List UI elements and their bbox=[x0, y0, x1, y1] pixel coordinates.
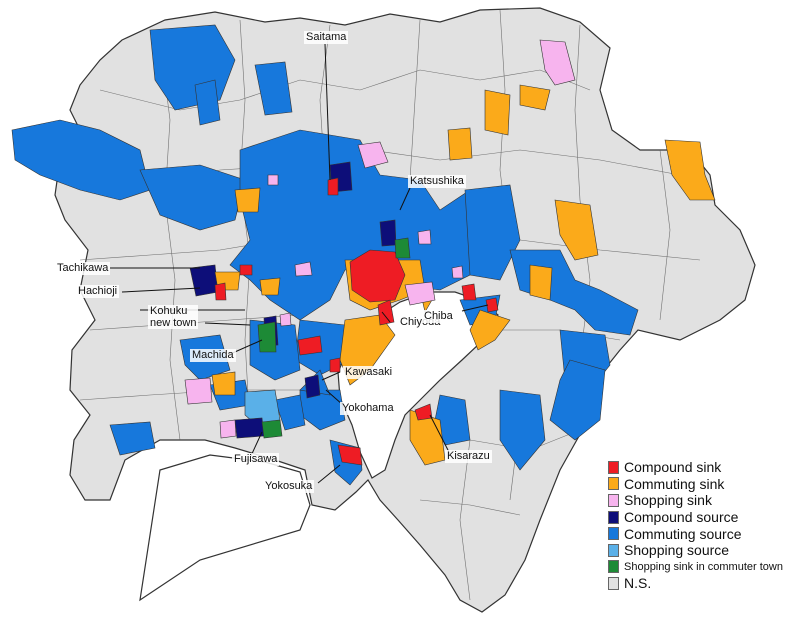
commuting-source-regions bbox=[11, 24, 639, 486]
legend-label: Shopping sink in commuter town bbox=[624, 560, 783, 573]
legend-item-commuting-sink: Commuting sink bbox=[608, 476, 798, 493]
legend-label: Commuting sink bbox=[624, 475, 725, 492]
legend-item-ns: N.S. bbox=[608, 575, 798, 592]
legend-item-commuting-source: Commuting source bbox=[608, 525, 798, 542]
label-katsushika: Katsushika bbox=[408, 175, 466, 188]
legend-label: N.S. bbox=[624, 575, 652, 592]
legend-label: Compound sink bbox=[624, 459, 722, 476]
label-saitama: Saitama bbox=[304, 31, 349, 44]
shopping-sink-regions bbox=[184, 39, 576, 439]
legend-swatch bbox=[608, 543, 619, 557]
label-kohuku-line2: new town bbox=[150, 317, 197, 329]
label-tachikawa: Tachikawa bbox=[55, 262, 111, 275]
label-hachioji: Hachioji bbox=[76, 285, 120, 298]
legend-label: Compound source bbox=[624, 509, 739, 526]
legend-swatch bbox=[608, 493, 619, 507]
legend-swatch bbox=[608, 460, 619, 474]
shopping-sink-commuter-regions bbox=[257, 237, 411, 439]
label-machida: Machida bbox=[190, 349, 236, 362]
legend-item-compound-sink: Compound sink bbox=[608, 459, 798, 476]
label-chiba: Chiba bbox=[422, 310, 455, 323]
label-kawasaki: Kawasaki bbox=[343, 366, 395, 379]
label-kohuku-line1: Kohuku bbox=[150, 305, 188, 317]
compound-sink-regions bbox=[214, 177, 499, 466]
legend-item-shopping-source: Shopping source bbox=[608, 542, 798, 559]
legend-label: Commuting source bbox=[624, 525, 742, 542]
legend-item-shopping-sink: Shopping sink bbox=[608, 492, 798, 509]
legend-swatch bbox=[608, 576, 619, 590]
legend-swatch bbox=[608, 527, 619, 541]
legend-item-compound-source: Compound source bbox=[608, 509, 798, 526]
legend-label: Shopping source bbox=[624, 542, 730, 559]
label-yokosuka: Yokosuka bbox=[263, 480, 315, 493]
legend-swatch bbox=[608, 477, 619, 491]
legend-label: Shopping sink bbox=[624, 492, 712, 509]
legend-swatch bbox=[608, 510, 619, 524]
label-kisarazu: Kisarazu bbox=[445, 450, 492, 463]
legend-item-shopping-sink-commuter: Shopping sink in commuter town bbox=[608, 559, 798, 576]
label-fujisawa: Fujisawa bbox=[232, 453, 280, 466]
legend: Compound sink Commuting sink Shopping si… bbox=[608, 459, 798, 592]
legend-swatch bbox=[608, 560, 619, 574]
label-kohuku: Kohuku new town bbox=[148, 305, 199, 329]
sagami-bay bbox=[139, 454, 311, 602]
label-yokohama: Yokohama bbox=[340, 402, 396, 415]
